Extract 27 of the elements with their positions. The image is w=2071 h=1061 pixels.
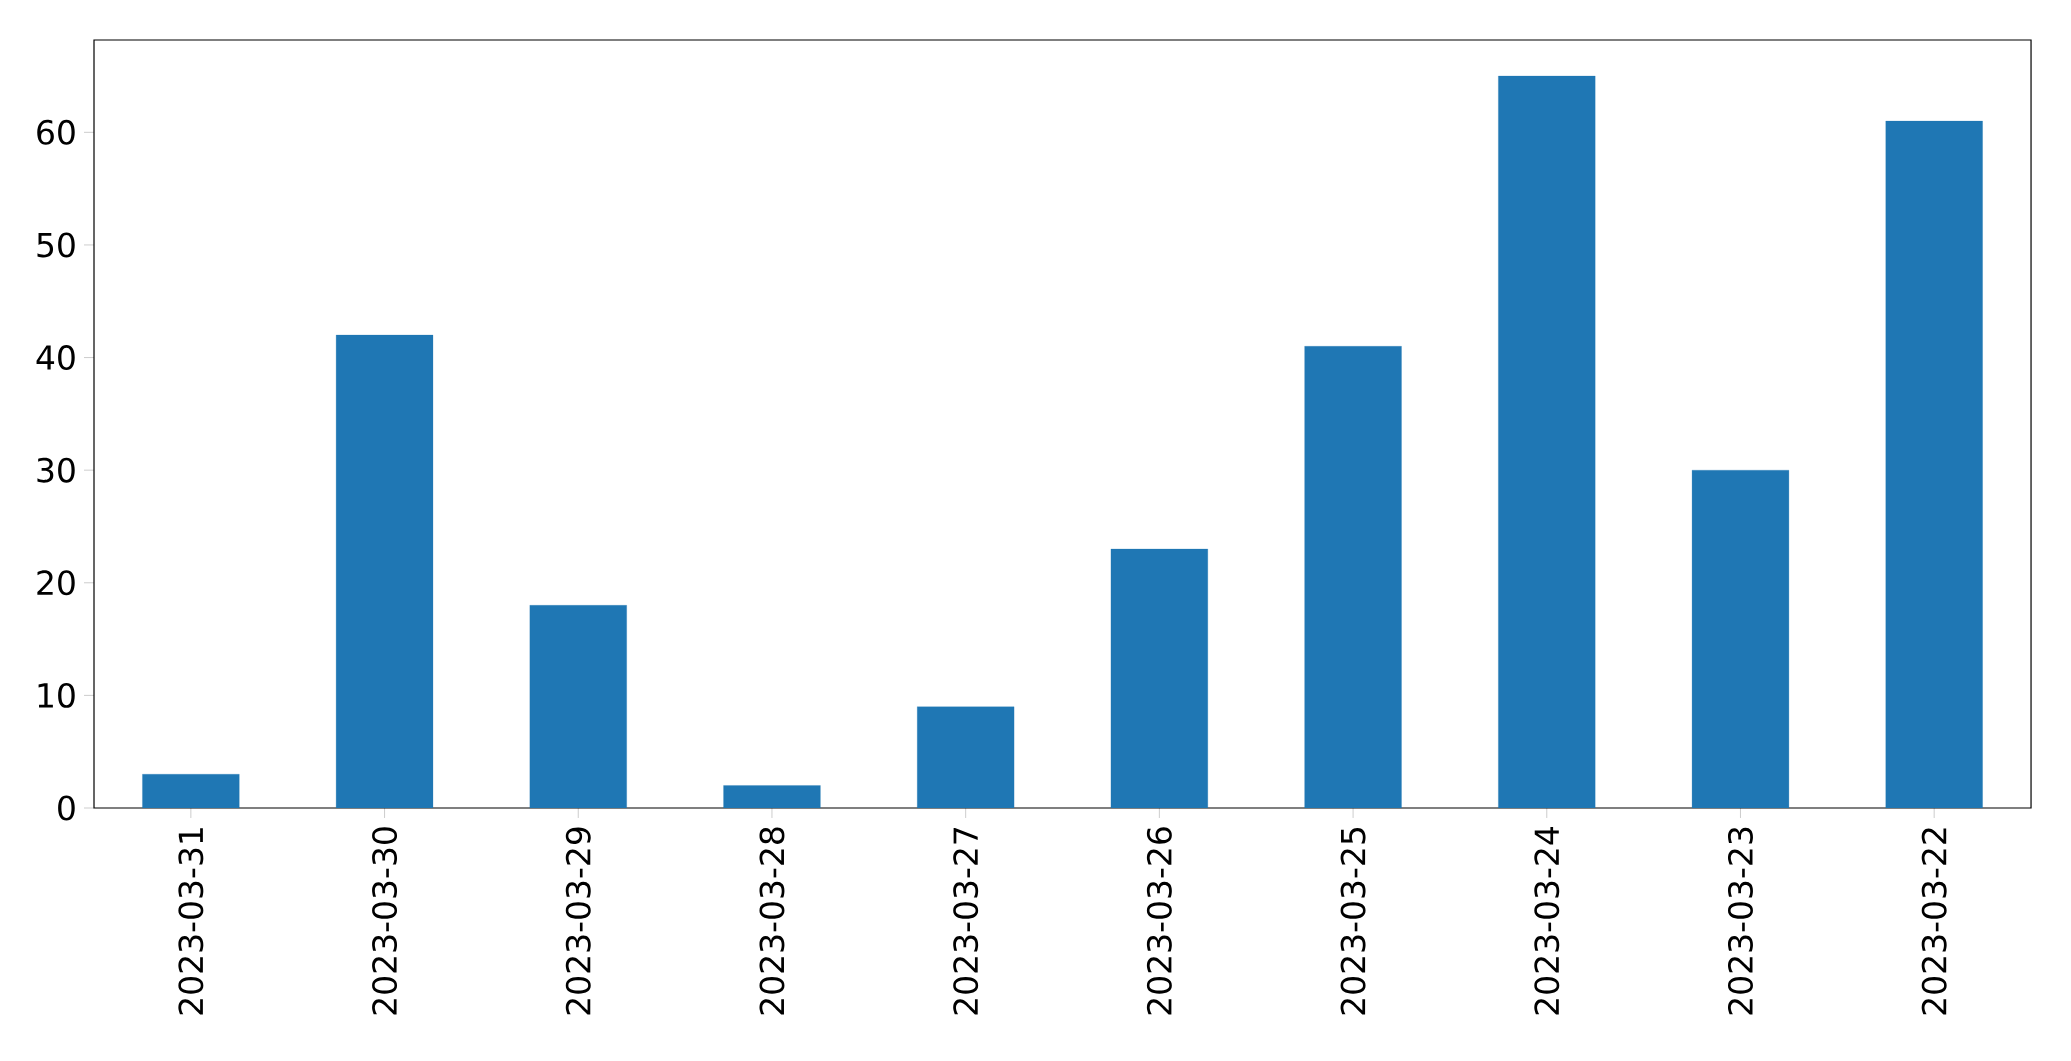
bar	[1304, 346, 1402, 808]
x-tick-label: 2023-03-29	[565, 827, 591, 1015]
x-tick-label: 2023-03-27	[953, 827, 979, 1015]
x-tick-label: 2023-03-30	[372, 827, 398, 1015]
y-tick-label: 50	[37, 232, 75, 258]
y-tick-label: 60	[37, 119, 75, 145]
y-tick-label: 30	[37, 457, 75, 483]
bar	[142, 774, 240, 808]
bar	[1691, 470, 1790, 808]
y-tick-label: 20	[37, 570, 75, 596]
bar	[917, 706, 1015, 808]
bar	[1110, 548, 1208, 808]
x-tick-label: 2023-03-22	[1921, 828, 1947, 1015]
bar	[723, 785, 821, 808]
bar	[1885, 120, 1983, 808]
bar	[529, 605, 627, 808]
bar	[336, 334, 434, 808]
y-tick-label: 40	[36, 345, 75, 371]
x-tick-label: 2023-03-31	[178, 828, 204, 1015]
x-tick-label: 2023-03-25	[1340, 828, 1366, 1015]
x-tick-label: 2023-03-28	[759, 827, 785, 1015]
x-tick-label: 2023-03-24	[1534, 826, 1560, 1015]
x-tick-label: 2023-03-26	[1146, 827, 1172, 1015]
y-tick-label: 0	[58, 795, 75, 821]
bar	[1498, 75, 1596, 808]
x-tick-label: 2023-03-23	[1727, 827, 1753, 1015]
y-tick-label: 10	[38, 682, 75, 708]
